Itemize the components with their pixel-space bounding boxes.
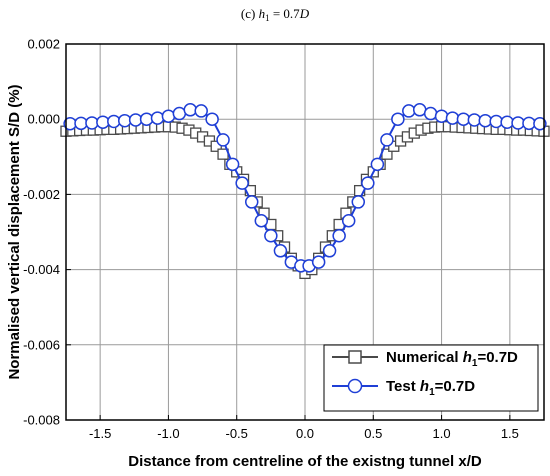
data-point-test — [194, 104, 208, 118]
x-tick-labels: -1.5 -1.0 -0.5 0.0 0.5 1.0 1.5 — [89, 426, 519, 441]
x-tick-label: -0.5 — [226, 426, 248, 441]
x-axis-label: Distance from centreline of the existng … — [128, 453, 482, 470]
series-layer — [60, 103, 550, 280]
panel-unit: D — [299, 6, 310, 21]
data-point-test — [351, 195, 366, 209]
data-point-test — [467, 113, 482, 127]
y-tick-label: 0.002 — [27, 37, 60, 52]
y-tick-label: -0.006 — [23, 337, 60, 352]
data-point-test — [361, 176, 375, 190]
data-point-test — [322, 244, 337, 258]
data-point-test — [85, 116, 99, 130]
data-point-test — [423, 106, 438, 121]
data-point-test — [332, 229, 346, 243]
data-point-test — [244, 195, 259, 209]
data-point-test — [489, 114, 503, 129]
legend-entry-numerical: Numerical h1=0.7D — [332, 349, 518, 369]
x-tick-label: 1.0 — [433, 426, 451, 441]
y-axis-label: Normalised vertical displacement S/D (%) — [6, 84, 23, 379]
x-tick-label: -1.0 — [157, 426, 179, 441]
data-point-test — [402, 104, 416, 118]
data-point-test — [311, 255, 326, 269]
axes-frame — [65, 43, 545, 421]
data-point-test — [254, 213, 269, 228]
legend-entry-test: Test h1=0.7D — [332, 378, 475, 398]
data-point-test — [107, 114, 121, 129]
legend-square-marker — [348, 350, 362, 364]
series-test — [63, 103, 547, 273]
data-point-test — [391, 112, 405, 126]
data-point-test — [161, 109, 176, 123]
data-point-test — [183, 103, 198, 117]
data-point-test — [380, 133, 394, 147]
data-point-test — [128, 113, 143, 127]
panel-variable: h — [259, 6, 266, 21]
data-point-test — [434, 109, 449, 123]
data-point-test — [478, 113, 493, 128]
panel-subscript: 1 — [265, 13, 270, 23]
data-point-test — [139, 112, 154, 126]
data-point-test — [235, 176, 249, 190]
data-point-test — [341, 213, 356, 228]
y-tick-labels: -0.008 -0.006 -0.004 -0.002 0.000 0.002 — [23, 37, 60, 428]
data-point-test — [225, 157, 240, 172]
data-point-test — [456, 112, 471, 126]
x-tick-label: -1.5 — [89, 426, 111, 441]
legend: Numerical h1=0.7D Test h1=0.7D — [323, 344, 539, 412]
legend-label-numerical: Numerical h1=0.7D — [386, 349, 518, 369]
panel-equation: = 0.7 — [270, 6, 301, 21]
y-tick-label: -0.002 — [23, 187, 60, 202]
data-point-test — [264, 229, 278, 243]
data-point-test — [96, 115, 110, 129]
x-tick-label: 0.0 — [296, 426, 314, 441]
panel-title: (c) h1 = 0.7D — [241, 6, 310, 23]
data-point-test — [205, 112, 219, 126]
data-point-test — [445, 111, 460, 125]
data-point-test — [370, 157, 385, 172]
legend-circle-marker — [347, 378, 363, 394]
data-point-test — [500, 115, 514, 129]
data-point-test — [273, 244, 288, 258]
x-tick-label: 0.5 — [364, 426, 382, 441]
data-point-test — [117, 113, 132, 128]
data-point-test — [150, 111, 165, 125]
panel-label: (c) — [241, 6, 255, 21]
data-point-test — [216, 133, 230, 147]
y-tick-label: -0.004 — [23, 262, 60, 277]
y-tick-label: -0.008 — [23, 413, 60, 428]
x-tick-label: 1.5 — [501, 426, 519, 441]
data-point-test — [533, 116, 547, 131]
legend-label-test: Test h1=0.7D — [386, 378, 475, 398]
y-tick-label: 0.000 — [27, 112, 60, 127]
